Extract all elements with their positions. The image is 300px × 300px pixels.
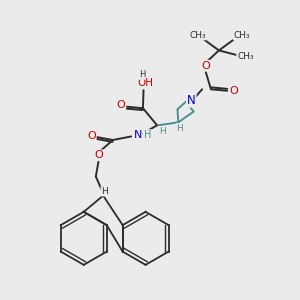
Text: CH₃: CH₃ xyxy=(237,52,254,61)
Text: O: O xyxy=(94,150,103,160)
Text: O: O xyxy=(116,100,125,110)
Text: N: N xyxy=(187,94,196,107)
Text: H: H xyxy=(176,124,183,133)
Text: O: O xyxy=(229,86,238,96)
Text: H: H xyxy=(139,70,145,79)
Text: CH₃: CH₃ xyxy=(234,31,250,40)
Text: H: H xyxy=(101,187,108,196)
Text: N: N xyxy=(134,130,142,140)
Text: H: H xyxy=(159,127,166,136)
Text: O: O xyxy=(87,131,96,141)
Text: O: O xyxy=(201,61,210,71)
Text: OH: OH xyxy=(137,79,153,88)
Text: CH₃: CH₃ xyxy=(189,31,206,40)
Text: H: H xyxy=(144,130,151,140)
